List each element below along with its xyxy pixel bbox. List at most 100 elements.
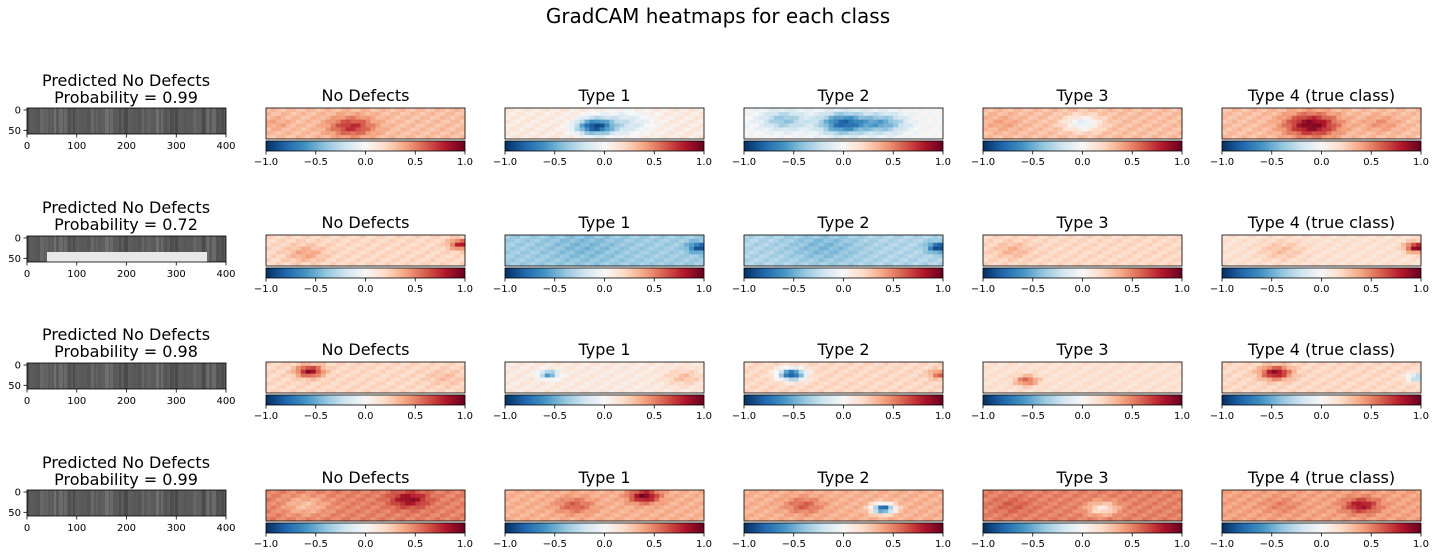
heatmap-cell [315, 385, 322, 390]
colorbar-tick-label: 0.5 [407, 411, 423, 422]
heatmap-cell [380, 381, 386, 386]
heatmap-cell [1042, 373, 1049, 378]
heatmap-cell [514, 111, 521, 117]
heatmap-cell [1401, 111, 1407, 117]
heatmap-cell [938, 119, 944, 124]
heatmap-cell [420, 389, 426, 394]
heatmap-cell [903, 131, 909, 136]
heatmap-cell [1316, 123, 1322, 128]
heatmap-cell [320, 381, 327, 386]
colorbar [1221, 140, 1422, 152]
heatmap-cell [1057, 385, 1063, 390]
heatmap-cell [529, 385, 536, 390]
heatmap-cell [883, 369, 889, 375]
heatmap-cell [266, 373, 272, 378]
heatmap-cell [1117, 238, 1123, 244]
heatmap-cell [270, 123, 277, 128]
heatmap-cell [594, 115, 600, 121]
heatmap-cell [350, 131, 356, 136]
heatmap-cell [878, 369, 884, 375]
heatmap-cell [624, 111, 630, 117]
heatmap-cell [997, 119, 1004, 124]
heatmap-cell [744, 131, 750, 136]
heatmap-cell [803, 365, 810, 371]
heatmap-cell [684, 377, 690, 382]
heatmap-cell [554, 123, 561, 128]
heatmap-cell [1022, 135, 1029, 140]
heatmap-cell [320, 127, 327, 132]
heatmap-cell [584, 377, 590, 382]
heatmap-cell [564, 127, 571, 132]
heatmap-cell [928, 127, 934, 132]
heatmap-cell [1162, 258, 1168, 263]
heatmap-cell [270, 369, 277, 375]
heatmap-cell [1007, 246, 1014, 251]
heatmap-cell [350, 373, 356, 378]
heatmap-cell [748, 111, 755, 117]
heatmap-cell [365, 369, 371, 375]
heatmap-cell [614, 111, 620, 117]
heatmap-cell [1301, 258, 1307, 263]
heatmap-cell [1386, 131, 1392, 136]
heatmap-cell [793, 135, 800, 140]
heatmap-cell [604, 123, 610, 128]
heatmap-cell [853, 385, 859, 390]
heatmap-cell [435, 250, 441, 255]
heatmap-cell [1177, 373, 1183, 378]
heatmap-cell [1241, 135, 1248, 140]
heatmap-cell [813, 362, 820, 367]
heatmap-cell [1082, 115, 1088, 121]
heatmap-cell [753, 111, 760, 117]
heatmap-cell [280, 377, 287, 382]
heatmap-cell [549, 262, 556, 267]
heatmap-cell [873, 123, 879, 128]
heatmap-cell [549, 389, 556, 394]
heatmap-cell [1047, 131, 1054, 136]
heatmap-cell [1012, 108, 1019, 113]
heatmap-cell [918, 365, 924, 371]
heatmap-cell [1117, 246, 1123, 251]
heatmap-cell [748, 381, 755, 386]
heatmap-title: Type 3 [1055, 86, 1108, 105]
heatmap-cell [1246, 385, 1253, 390]
heatmap-cell [783, 108, 790, 113]
heatmap-cell [833, 242, 839, 248]
colorbar-tick-label: 0.0 [597, 284, 613, 295]
heatmap-cell [1246, 238, 1253, 244]
heatmap-cell [868, 362, 874, 367]
heatmap-cell [679, 381, 685, 386]
heatmap-cell [380, 123, 386, 128]
heatmap-cell [873, 258, 879, 263]
heatmap-cell [763, 135, 770, 140]
heatmap-cell [1137, 119, 1143, 124]
heatmap-cell [619, 369, 625, 375]
heatmap-cell [544, 262, 551, 267]
heatmap-cell [1341, 235, 1347, 240]
heatmap-cell [1266, 111, 1273, 117]
heatmap-cell [574, 373, 581, 378]
heatmap-cell [415, 258, 421, 263]
heatmap-cell [315, 127, 322, 132]
heatmap-cell [385, 262, 391, 267]
heatmap-cell [1336, 254, 1342, 259]
heatmap-cell [1162, 377, 1168, 382]
heatmap-cell [987, 119, 994, 124]
heatmap-cell [370, 246, 376, 251]
heatmap-cell [1002, 238, 1009, 244]
heatmap-cell [1177, 262, 1183, 267]
heatmap-cell [654, 123, 660, 128]
heatmap-cell [983, 127, 989, 132]
heatmap-cell [908, 238, 914, 244]
heatmap-cell [813, 135, 820, 140]
heatmap-cell [888, 119, 894, 124]
heatmap-cell [290, 246, 297, 251]
heatmap-cell [1157, 365, 1163, 371]
heatmap-cell [803, 246, 810, 251]
heatmap-cell [534, 119, 541, 124]
heatmap-cell [604, 385, 610, 390]
heatmap-cell [659, 127, 665, 132]
heatmap-cell [1316, 254, 1322, 259]
heatmap-cell [1102, 108, 1108, 113]
heatmap-cell [350, 369, 356, 375]
heatmap-cell [778, 242, 785, 248]
